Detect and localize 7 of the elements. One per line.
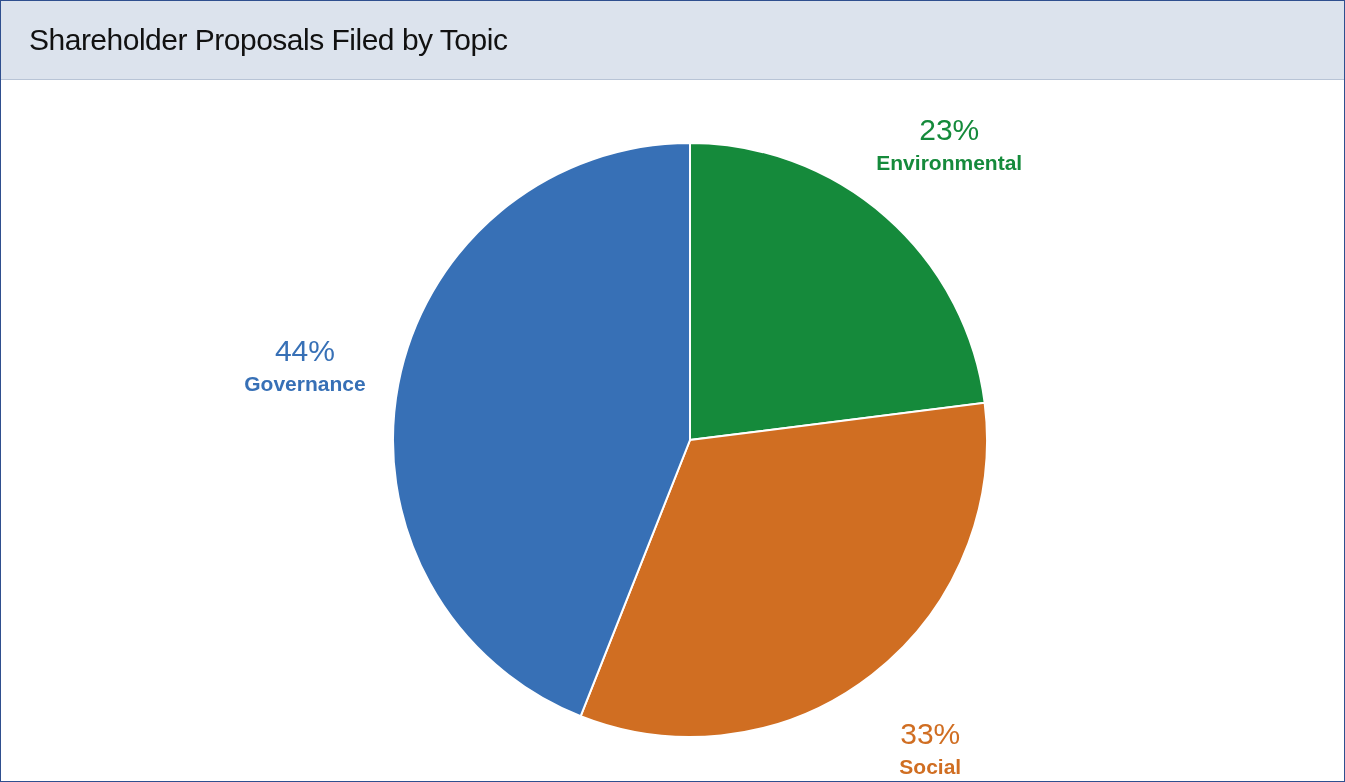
data-label: 44% xyxy=(274,333,335,367)
data-label: 23% xyxy=(919,112,980,146)
slice-label: Social xyxy=(899,754,962,778)
slice-label: Governance xyxy=(244,371,366,395)
data-label: 33% xyxy=(900,716,961,750)
slice-label: Environmental xyxy=(876,150,1023,174)
chart-title: Shareholder Proposals Filed by Topic xyxy=(29,23,508,57)
